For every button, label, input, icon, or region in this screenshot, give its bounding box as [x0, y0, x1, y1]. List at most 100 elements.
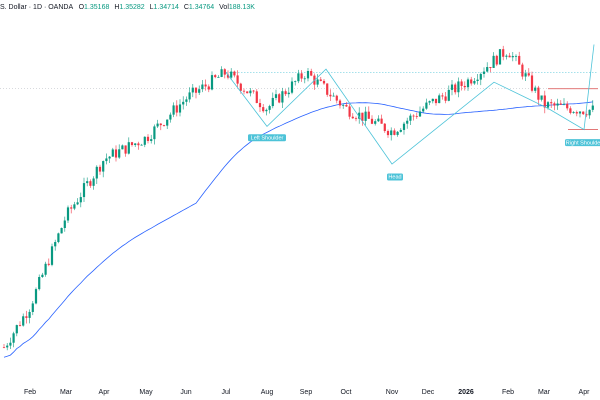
pattern-label-box: [248, 134, 286, 142]
open-value: 1.35168: [84, 4, 110, 11]
candle-body: [159, 123, 162, 126]
candle-body: [92, 178, 95, 186]
x-tick-label: Feb: [24, 389, 36, 396]
candle-body: [569, 108, 572, 113]
candle-body: [15, 325, 18, 334]
time-axis: Feb Mar Apr May Jun Jul Aug Sep Oct Nov Dec 2026 Feb…: [24, 389, 590, 396]
candle-body: [166, 119, 169, 126]
candle-body: [390, 130, 393, 136]
candle-body: [22, 316, 25, 326]
candle-body: [255, 91, 258, 104]
x-tick-label: Feb: [502, 389, 514, 396]
x-tick-label: Sep: [300, 389, 313, 396]
candle-body: [348, 106, 351, 117]
candle-body: [559, 103, 562, 105]
x-tick-label: Oct: [341, 389, 352, 396]
candle-body: [546, 102, 550, 108]
candle-body: [556, 103, 559, 106]
candle-body: [153, 126, 156, 140]
candle-body: [447, 89, 450, 101]
candle-body: [524, 73, 527, 77]
candle-body: [521, 64, 524, 77]
candle-body: [134, 143, 137, 145]
candle-body: [527, 73, 530, 76]
candle-body: [201, 84, 204, 90]
candle-body: [588, 109, 591, 116]
candle-body: [249, 90, 252, 94]
candle-body: [127, 142, 130, 154]
candle-body: [329, 94, 332, 97]
candle-body: [361, 112, 364, 121]
candle-body: [457, 81, 460, 93]
candle-body: [543, 95, 546, 108]
candle-body: [44, 263, 47, 275]
candle-body: [95, 166, 98, 179]
candle-body: [274, 94, 278, 98]
x-tick-label: Aug: [261, 389, 274, 396]
candle-body: [300, 73, 303, 79]
chart-grid: [0, 72, 598, 131]
candle-body: [268, 106, 271, 110]
candle-body: [479, 73, 482, 80]
candle-body: [354, 118, 358, 120]
moving-average-layer: [3, 101, 593, 358]
candle-body: [578, 111, 582, 114]
candle-body: [316, 79, 319, 85]
candle-body: [278, 94, 281, 103]
candle-body: [246, 91, 249, 94]
candle-body: [582, 111, 585, 115]
candle-body: [226, 74, 230, 78]
candle-body: [204, 84, 207, 87]
candle-body: [518, 55, 521, 65]
pattern-label: Head: [388, 175, 401, 181]
candle-body: [367, 111, 370, 119]
candle-body: [31, 303, 34, 312]
candle-body: [489, 67, 492, 68]
candle-body: [294, 81, 297, 83]
candle-body: [47, 263, 50, 265]
x-tick-label: Apr: [99, 389, 111, 396]
candle-body: [188, 92, 191, 100]
candle-body: [351, 116, 354, 119]
candle-body: [380, 118, 383, 124]
candle-body: [534, 87, 537, 91]
candle-body: [402, 123, 406, 130]
candle-body: [358, 112, 361, 119]
candle-body: [34, 289, 38, 304]
candle-body: [262, 107, 265, 112]
candle-body: [50, 246, 54, 265]
candle-body: [409, 115, 412, 121]
candle-body: [585, 114, 588, 116]
candle-body: [514, 55, 518, 57]
candle-body: [290, 81, 294, 93]
candle-body: [9, 342, 12, 346]
candle-body: [550, 102, 553, 104]
x-tick-label: Mar: [60, 389, 73, 396]
close-value: 1.34764: [188, 4, 215, 11]
candle-body: [258, 103, 262, 108]
candle-body: [434, 98, 438, 104]
candle-body: [473, 80, 476, 84]
candle-body: [537, 87, 540, 100]
candle-body: [124, 145, 127, 154]
candle-body: [143, 136, 146, 145]
candle-body: [162, 125, 166, 126]
candle-body: [482, 71, 486, 74]
candle-body: [236, 75, 239, 84]
candle-body: [82, 183, 86, 198]
candle-body: [12, 333, 15, 343]
candle-body: [63, 220, 66, 229]
candle-body: [303, 78, 306, 80]
candle-body: [252, 90, 255, 92]
candle-body: [114, 149, 118, 158]
candle-body: [486, 67, 489, 72]
candle-body: [412, 115, 415, 117]
pattern-label-box: [387, 173, 403, 181]
candle-body: [386, 131, 390, 136]
candle-body: [396, 131, 399, 135]
candle-body: [377, 118, 380, 122]
candles-layer: [2, 45, 594, 351]
head-and-shoulders-pattern: Left Shoulder Head Right Shoulder: [225, 44, 600, 181]
candle-body: [198, 89, 201, 93]
candle-body: [239, 83, 242, 91]
